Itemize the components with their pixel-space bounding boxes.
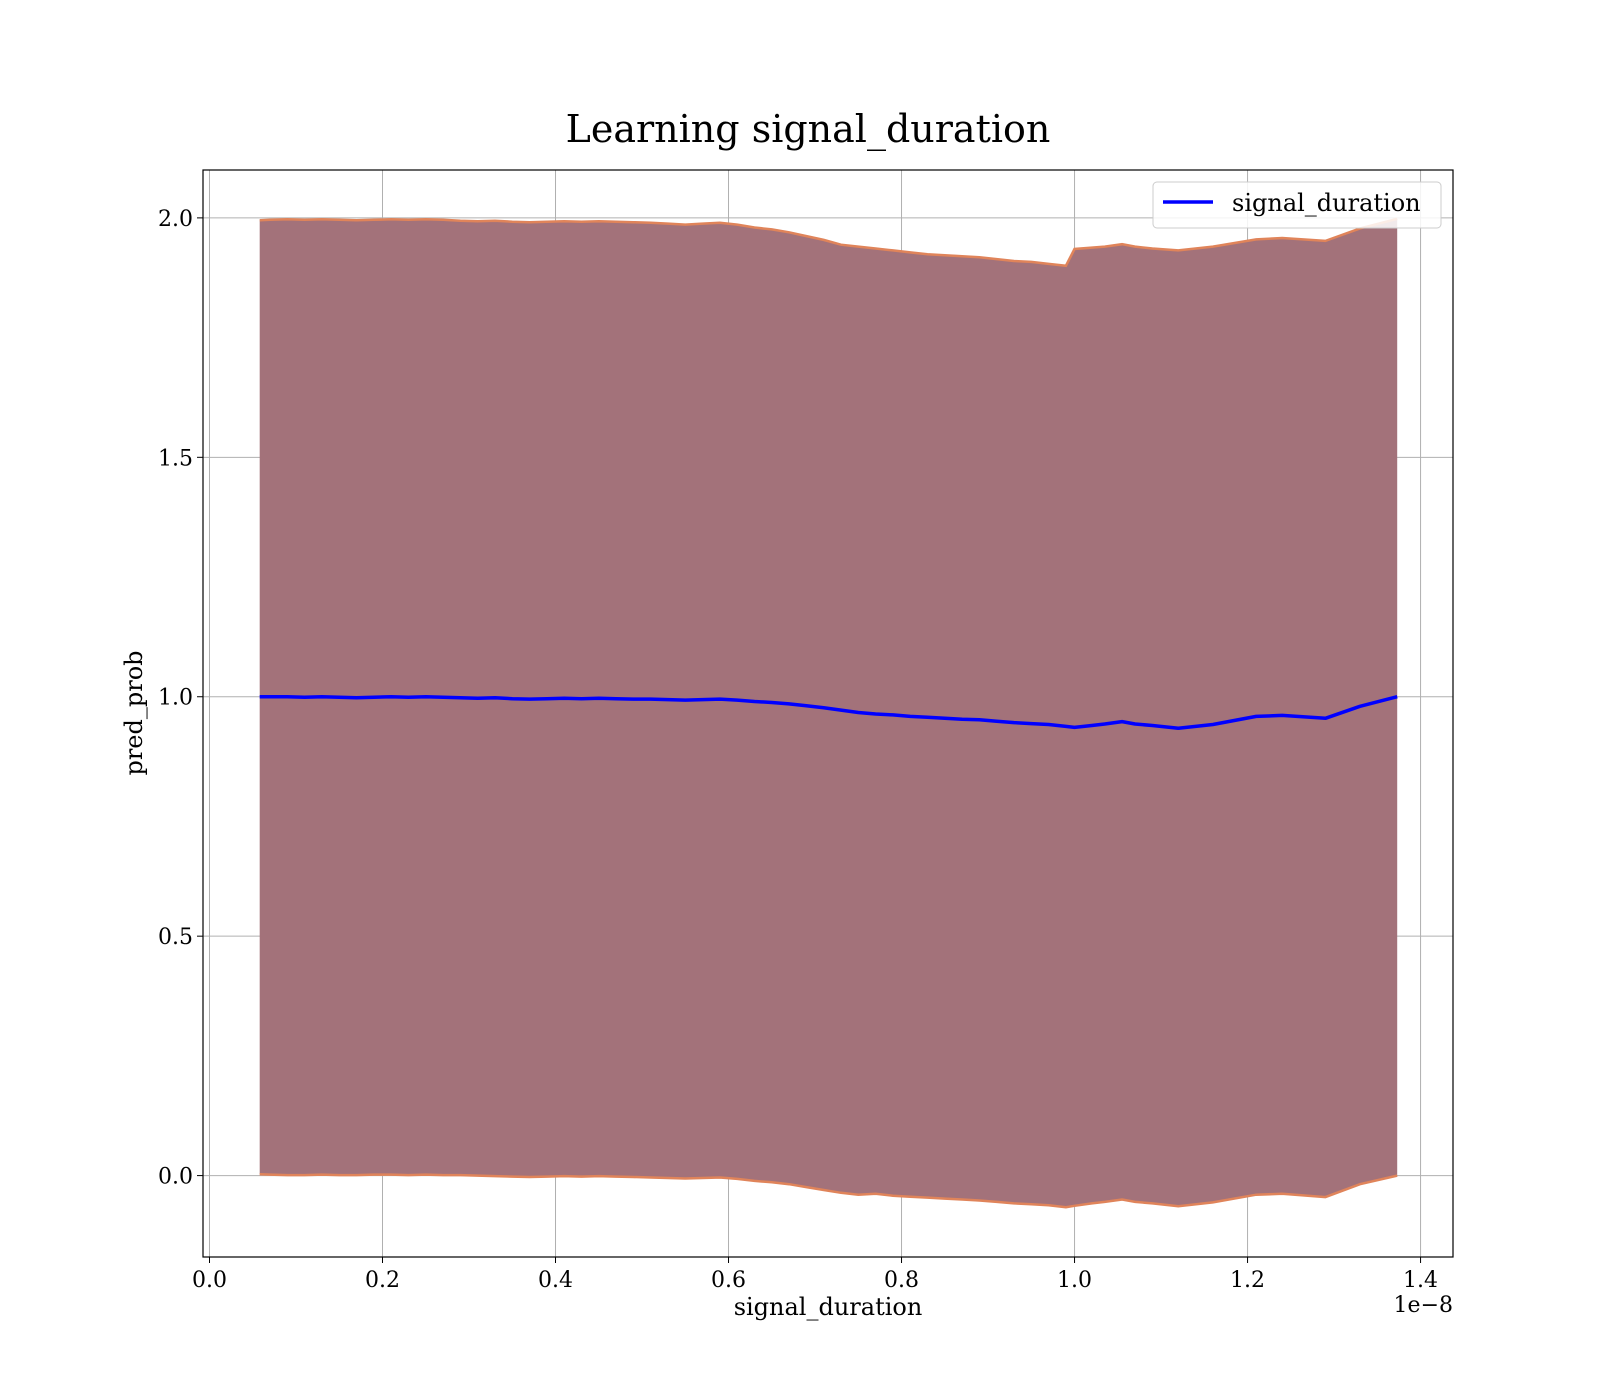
band-area [259,218,1398,1208]
y-axis-label: pred_prob [120,650,148,775]
y-tick-label: 2.0 [158,207,193,232]
series-line-signal-duration [259,694,1398,731]
x-axis-ticks: 0.0 0.2 0.4 0.6 0.8 1.0 1.2 1.4 [192,1257,1438,1293]
y-tick-label: 1.5 [158,446,193,471]
plot-frame [202,169,1454,1258]
x-tick-label: 0.8 [884,1268,919,1293]
band-upper-edge [259,217,1398,268]
x-tick-label: 0.6 [711,1268,746,1293]
x-tick-label: 0.0 [192,1268,227,1293]
x-tick-label: 1.2 [1230,1268,1265,1293]
legend-entry-signal-duration: signal_duration [1232,189,1421,217]
series-line-layer [259,694,1398,731]
chart-title: Learning signal_duration [566,107,1051,152]
y-tick-label: 0.0 [158,1165,193,1190]
x-tick-label: 1.0 [1057,1268,1092,1293]
y-tick-label: 1.0 [158,686,193,711]
x-tick-label: 1.4 [1403,1268,1438,1293]
confidence-band [259,217,1398,1209]
y-tick-label: 0.5 [158,925,193,950]
x-tick-label: 0.4 [538,1268,573,1293]
y-axis-ticks: 0.0 0.5 1.0 1.5 2.0 [158,207,203,1190]
x-axis-label: signal_duration [734,1293,923,1321]
x-tick-label: 0.2 [365,1268,400,1293]
legend-box [1152,181,1442,229]
legend: signal_duration [1152,181,1442,229]
band-lower-edge [259,1172,1398,1209]
x-axis-offset-text: 1e−8 [1394,1293,1453,1318]
